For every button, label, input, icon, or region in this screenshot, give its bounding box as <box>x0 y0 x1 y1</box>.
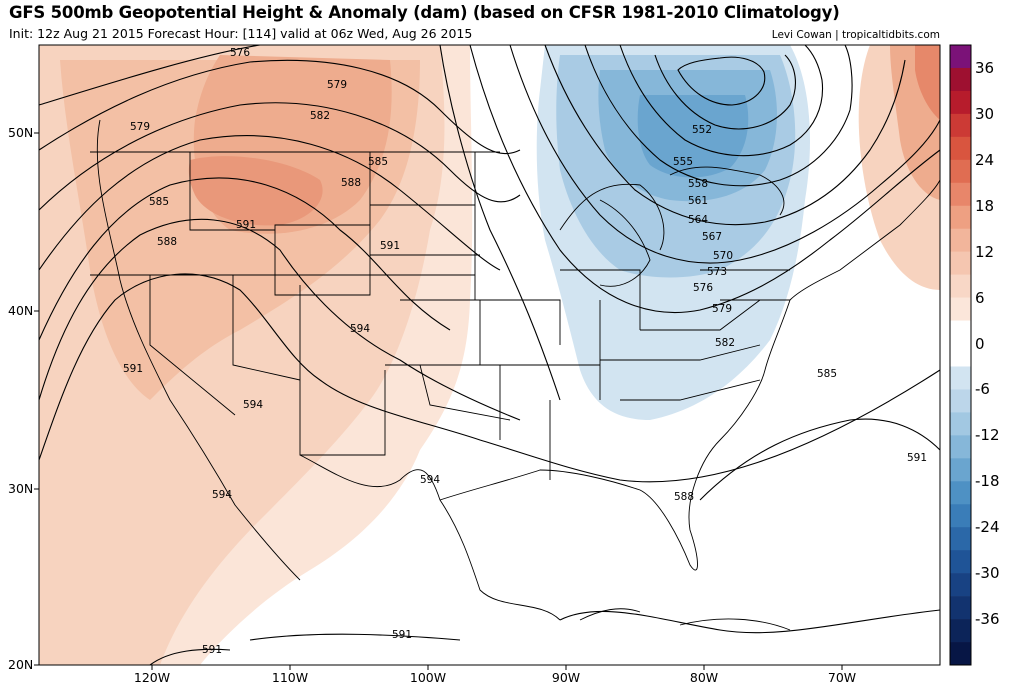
contour-label: 582 <box>715 337 735 349</box>
colorbar-label: -24 <box>975 518 1000 537</box>
colorbar-swatch <box>950 596 971 620</box>
contour-label: 591 <box>392 629 412 641</box>
height-contours <box>38 44 941 666</box>
contour-label: 564 <box>688 214 708 226</box>
lon-label: 80W <box>689 670 719 685</box>
colorbar-label: -36 <box>975 610 1000 629</box>
colorbar-swatch <box>950 182 971 207</box>
contour-label: 570 <box>713 250 733 262</box>
contour-label: 573 <box>707 266 727 278</box>
colorbar-swatch <box>950 389 971 413</box>
colorbar-swatch <box>950 67 971 92</box>
negative-anomaly-shading <box>536 45 810 420</box>
contour-label: 594 <box>420 474 440 486</box>
colorbar-label: -12 <box>975 426 1000 445</box>
colorbar-swatch <box>950 274 971 298</box>
colorbar-swatch <box>950 159 971 184</box>
lon-label: 120W <box>133 670 171 685</box>
lat-label: 30N <box>8 481 34 496</box>
colorbar-swatch <box>950 136 971 161</box>
colorbar-swatch <box>950 343 971 367</box>
colorbar-label: 6 <box>975 288 985 307</box>
lon-label: 110W <box>271 670 309 685</box>
colorbar-swatch <box>950 45 971 69</box>
colorbar-label: 24 <box>975 150 995 169</box>
colorbar-label: -30 <box>975 564 1000 583</box>
colorbar-label: 18 <box>975 196 995 215</box>
contour-label: 576 <box>230 47 250 59</box>
contour-label: 594 <box>350 323 370 335</box>
contour-label: 591 <box>123 363 143 375</box>
contour-label: 579 <box>130 121 150 133</box>
contour-label: 594 <box>212 489 232 501</box>
colorbar-swatch <box>950 619 971 643</box>
contour-label: 588 <box>674 491 694 503</box>
colorbar-frame <box>949 44 972 666</box>
colorbar-label: -6 <box>975 380 990 399</box>
colorbar-swatch <box>950 90 971 115</box>
colorbar-swatch <box>950 504 971 528</box>
colorbar-swatch <box>950 550 971 574</box>
colorbar-label: 0 <box>975 334 985 353</box>
colorbar-label: -18 <box>975 472 1000 491</box>
contour-label: 555 <box>673 156 693 168</box>
contour-label: 591 <box>907 452 927 464</box>
lon-label: 90W <box>551 670 581 685</box>
contour-label: 591 <box>380 240 400 252</box>
colorbar-swatch <box>950 228 971 252</box>
lon-label: 70W <box>827 670 857 685</box>
contour-label: 579 <box>712 303 732 315</box>
colorbar-swatch <box>950 573 971 597</box>
author-credit: Levi Cowan | tropicaltidbits.com <box>771 29 940 41</box>
lat-label: 20N <box>8 657 34 672</box>
political-boundaries <box>90 119 941 631</box>
lon-label: 100W <box>409 670 447 685</box>
colorbar-swatch <box>950 113 971 138</box>
map-subtitle: Init: 12z Aug 21 2015 Forecast Hour: [11… <box>9 26 473 41</box>
contour-label: 585 <box>817 368 837 380</box>
colorbar <box>949 44 972 666</box>
contour-label: 558 <box>688 178 708 190</box>
contour-label-group: 576 579 582 585 588 591 594 552 555 558 … <box>123 47 927 656</box>
contour-label: 567 <box>702 231 722 243</box>
contour-label: 594 <box>243 399 263 411</box>
contour-label: 588 <box>341 177 361 189</box>
colorbar-swatch <box>950 527 971 551</box>
contour-label: 552 <box>692 124 712 136</box>
colorbar-label: 12 <box>975 242 995 261</box>
lat-label: 50N <box>8 125 34 140</box>
colorbar-swatch <box>950 320 971 344</box>
contour-label: 588 <box>157 236 177 248</box>
latitude-ticks <box>34 132 39 666</box>
contour-label: 576 <box>693 282 713 294</box>
colorbar-swatch <box>950 412 971 436</box>
contour-label: 561 <box>688 195 708 207</box>
colorbar-swatch <box>950 366 971 390</box>
map-frame <box>38 44 941 666</box>
colorbar-swatch <box>950 481 971 505</box>
longitude-ticks <box>151 665 843 670</box>
lat-label: 40N <box>8 303 34 318</box>
contour-label: 585 <box>149 196 169 208</box>
colorbar-swatch <box>950 642 971 666</box>
colorbar-swatch <box>950 297 971 321</box>
colorbar-swatch <box>950 435 971 459</box>
contour-label: 585 <box>368 156 388 168</box>
colorbar-swatch <box>950 458 971 482</box>
colorbar-swatch <box>950 205 971 230</box>
contour-label: 591 <box>202 644 222 656</box>
colorbar-label: 36 <box>975 58 995 77</box>
colorbar-swatch <box>950 251 971 275</box>
contour-label: 591 <box>236 219 256 231</box>
map-title: GFS 500mb Geopotential Height & Anomaly … <box>9 3 840 22</box>
contour-label: 579 <box>327 79 347 91</box>
contour-label: 582 <box>310 110 330 122</box>
colorbar-label: 30 <box>975 104 995 123</box>
